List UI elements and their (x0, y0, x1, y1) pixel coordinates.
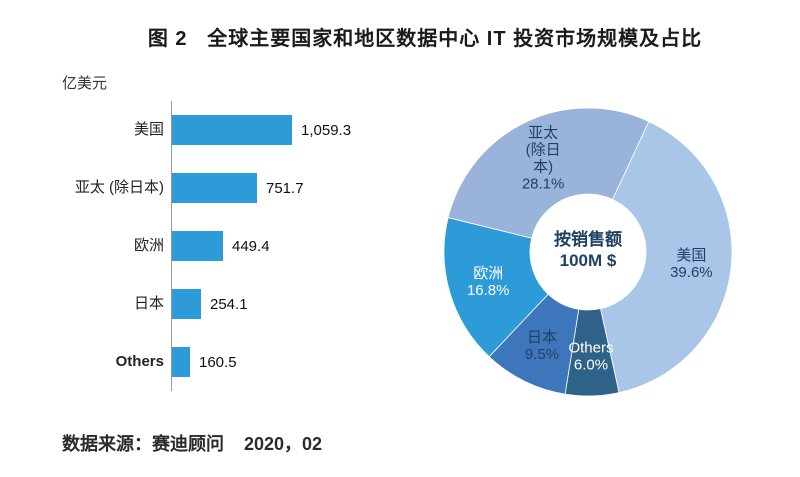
bar (172, 231, 223, 261)
donut-center-label: 按销售额 100M $ (554, 229, 622, 270)
bar-value-label: 160.5 (199, 353, 237, 371)
pie-slice-label-3: 欧洲 16.8% (467, 265, 510, 299)
bar-row: Others 160.5 (62, 333, 412, 391)
bar-row: 日本 254.1 (62, 275, 412, 333)
donut-chart: 美国 39.6% Others 6.0% 日本 9.5% 欧洲 16.8% 亚太(除日本) 28.… (428, 92, 748, 412)
bar-value-label: 449.4 (232, 237, 270, 255)
bar-track: 751.7 (171, 159, 412, 217)
bar-value-label: 1,059.3 (301, 121, 352, 139)
figure-title: 图 2 全球主要国家和地区数据中心 IT 投资市场规模及占比 (147, 28, 703, 50)
pie-slice-label-2: 日本 9.5% (525, 329, 559, 363)
bar-track: 449.4 (171, 217, 412, 275)
bar (172, 347, 190, 377)
bar (172, 173, 257, 203)
donut-svg: 美国 39.6% Others 6.0% 日本 9.5% 欧洲 16.8% 亚太(除日本) 28.… (443, 107, 733, 397)
pie-slice-label-4: 亚太(除日本) 28.1% (522, 125, 565, 193)
bar-row: 美国 1,059.3 (62, 101, 412, 159)
pie-slice-label-0: 美国 39.6% (670, 247, 713, 281)
pie-slice-label-1: Others 6.0% (568, 339, 613, 373)
source-note: 数据来源：赛迪顾问 2020，02 (62, 434, 323, 454)
bar-track: 160.5 (171, 333, 412, 391)
pie-slice-0 (600, 120, 733, 394)
bar-category-label: 欧洲 (133, 237, 164, 255)
bar-category-label: Others (115, 353, 164, 371)
bar-category-label: 日本 (133, 295, 164, 313)
pie-slice-4 (447, 107, 650, 239)
bar-chart-unit-label: 亿美元 (62, 75, 108, 92)
bar-category-label: 美国 (133, 121, 164, 139)
bar-value-label: 254.1 (210, 295, 248, 313)
pie-slice-3 (443, 217, 549, 358)
bar-chart: 亿美元 美国 1,059.3 亚太 (除日本) 751.7 欧洲 449.4 日本 254.1… (62, 72, 412, 391)
bar (172, 289, 201, 319)
bar (172, 115, 292, 145)
bar-rows: 美国 1,059.3 亚太 (除日本) 751.7 欧洲 449.4 日本 254.1 Othe… (62, 101, 412, 391)
bar-row: 欧洲 449.4 (62, 217, 412, 275)
bar-value-label: 751.7 (266, 179, 304, 197)
bar-track: 254.1 (171, 275, 412, 333)
bar-track: 1,059.3 (171, 101, 412, 159)
bar-category-label: 亚太 (除日本) (74, 179, 164, 197)
bar-row: 亚太 (除日本) 751.7 (62, 159, 412, 217)
donut-hole (531, 195, 645, 309)
